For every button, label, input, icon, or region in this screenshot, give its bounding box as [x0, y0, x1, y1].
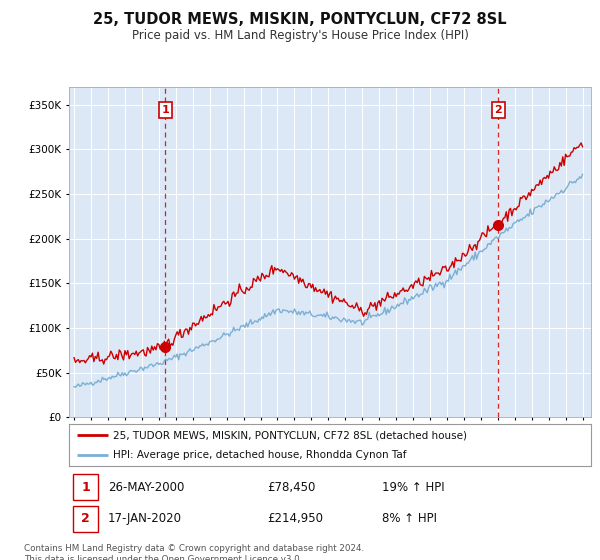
FancyBboxPatch shape [73, 506, 98, 531]
Text: 25, TUDOR MEWS, MISKIN, PONTYCLUN, CF72 8SL (detached house): 25, TUDOR MEWS, MISKIN, PONTYCLUN, CF72 … [113, 430, 467, 440]
Text: 26-MAY-2000: 26-MAY-2000 [108, 480, 185, 494]
Text: Contains HM Land Registry data © Crown copyright and database right 2024.
This d: Contains HM Land Registry data © Crown c… [24, 544, 364, 560]
Text: £78,450: £78,450 [268, 480, 316, 494]
Text: 25, TUDOR MEWS, MISKIN, PONTYCLUN, CF72 8SL: 25, TUDOR MEWS, MISKIN, PONTYCLUN, CF72 … [93, 12, 507, 27]
Text: 2: 2 [82, 512, 90, 525]
Text: 19% ↑ HPI: 19% ↑ HPI [382, 480, 445, 494]
Text: 17-JAN-2020: 17-JAN-2020 [108, 512, 182, 525]
Text: Price paid vs. HM Land Registry's House Price Index (HPI): Price paid vs. HM Land Registry's House … [131, 29, 469, 42]
Text: 8% ↑ HPI: 8% ↑ HPI [382, 512, 437, 525]
FancyBboxPatch shape [73, 474, 98, 500]
Text: 1: 1 [161, 105, 169, 115]
Text: £214,950: £214,950 [268, 512, 323, 525]
Text: 2: 2 [494, 105, 502, 115]
Text: HPI: Average price, detached house, Rhondda Cynon Taf: HPI: Average price, detached house, Rhon… [113, 450, 407, 460]
Text: 1: 1 [82, 480, 90, 494]
